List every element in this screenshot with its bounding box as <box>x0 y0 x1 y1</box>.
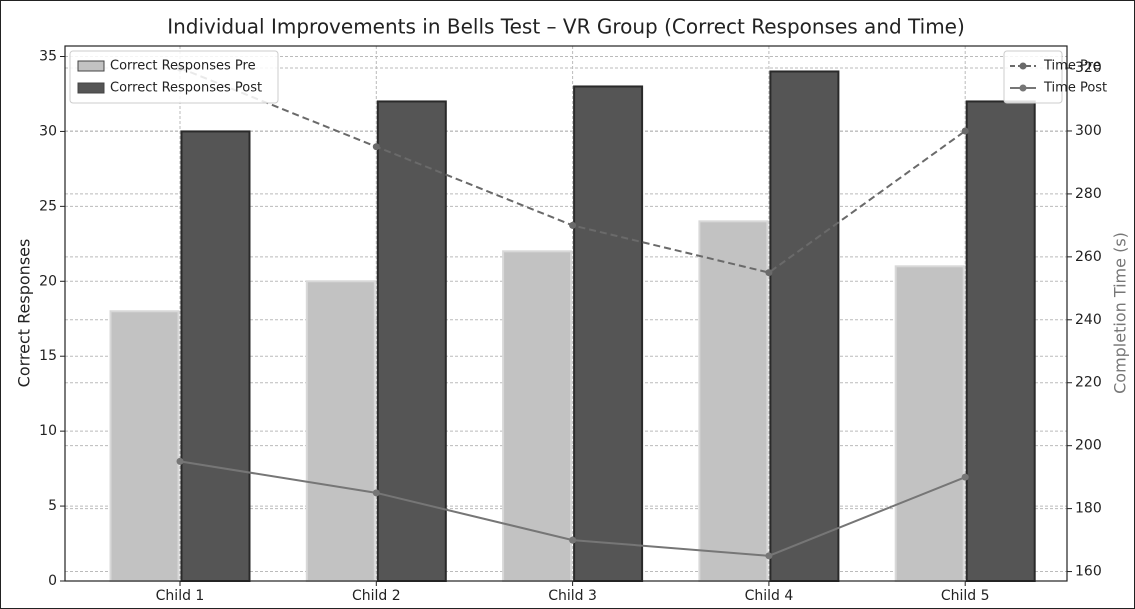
y-tick-label: 10 <box>39 423 57 439</box>
legend-swatch <box>1019 84 1027 92</box>
bar <box>698 220 769 583</box>
marker <box>961 127 969 135</box>
y-tick-label: 35 <box>39 48 57 64</box>
x-tick-label: Child 2 <box>352 588 401 604</box>
marker <box>569 221 577 229</box>
marker <box>176 457 184 465</box>
x-tick-label: Child 3 <box>548 588 597 604</box>
legend: Time Pre Time Post <box>1003 50 1107 104</box>
y2-tick-label: 200 <box>1075 438 1102 454</box>
y2-tick-label: 220 <box>1075 375 1102 391</box>
y2-tick-label: 180 <box>1075 501 1102 517</box>
bar <box>109 310 180 582</box>
marker <box>765 552 773 560</box>
legend-box <box>69 50 279 104</box>
legend-swatch <box>77 82 105 94</box>
x-tick-label: Child 4 <box>745 588 794 604</box>
y2-tick-label: 320 <box>1075 60 1102 76</box>
legend-box <box>1003 50 1063 104</box>
marker <box>569 536 577 544</box>
y-tick-label: 20 <box>39 273 57 289</box>
bar <box>769 70 840 582</box>
x-tick-label: Child 1 <box>156 588 205 604</box>
bar <box>965 100 1036 582</box>
x-tick-label: Child 5 <box>941 588 990 604</box>
y-tick-label: 25 <box>39 198 57 214</box>
y2-tick-label: 280 <box>1075 186 1102 202</box>
y2-axis-label: Completion Time (s) <box>1111 232 1130 394</box>
legend-swatch <box>1019 62 1027 70</box>
marker <box>372 489 380 497</box>
legend-label: Correct Responses Pre <box>110 59 256 74</box>
plot-frame <box>64 45 1068 582</box>
marker <box>765 269 773 277</box>
bar <box>573 85 644 582</box>
y2-tick-label: 260 <box>1075 249 1102 265</box>
y-tick-label: 30 <box>39 123 57 139</box>
y2-tick-label: 160 <box>1075 564 1102 580</box>
y-axis-label: Correct Responses <box>15 239 34 388</box>
y-tick-label: 0 <box>48 573 57 589</box>
legend-label: Correct Responses Post <box>110 81 262 96</box>
legend-label: Time Pre <box>1043 59 1101 74</box>
y-tick-label: 15 <box>39 348 57 364</box>
legend: Correct Responses Pre Correct Responses P… <box>69 50 279 104</box>
bar <box>376 100 447 582</box>
y2-tick-label: 300 <box>1075 123 1102 139</box>
legend-swatch <box>77 60 105 72</box>
chart-title: Individual Improvements in Bells Test – … <box>167 15 965 39</box>
y2-tick-label: 240 <box>1075 312 1102 328</box>
bar <box>180 130 251 582</box>
bar <box>894 265 965 582</box>
marker <box>961 473 969 481</box>
y-tick-label: 5 <box>48 498 57 514</box>
marker <box>372 143 380 151</box>
legend-label: Time Post <box>1043 81 1107 96</box>
bar <box>305 280 376 582</box>
